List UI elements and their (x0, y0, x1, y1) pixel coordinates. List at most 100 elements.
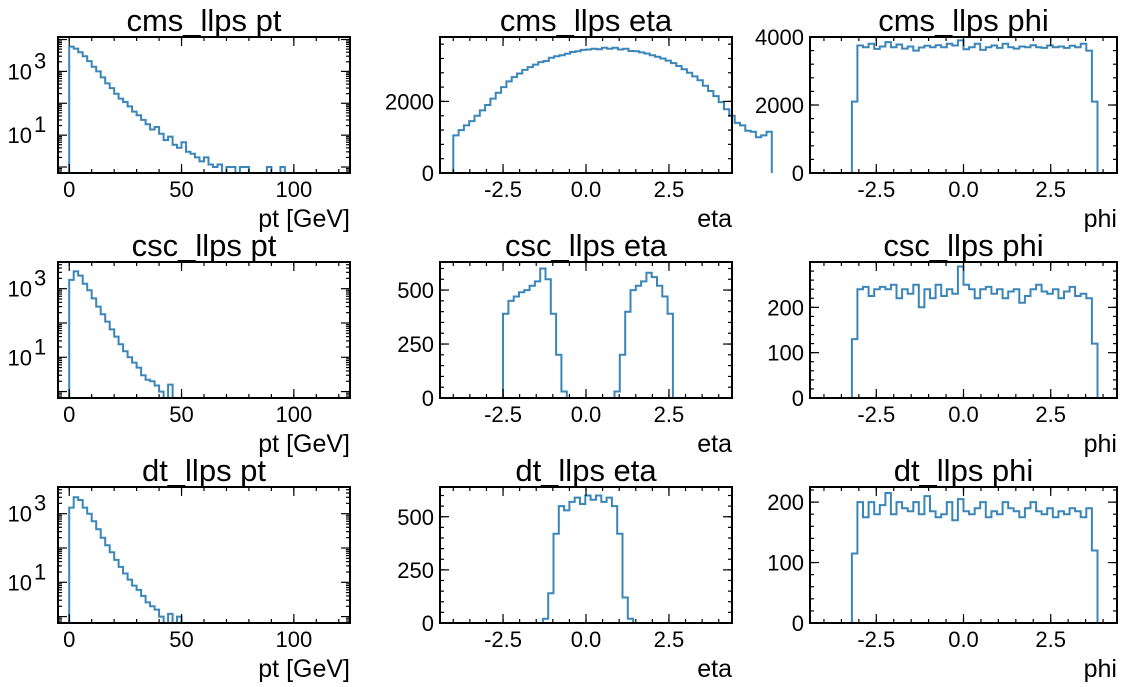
x-tick-label: 2.5 (1035, 177, 1066, 202)
plot-frame (439, 36, 733, 174)
y-tick-label: 0 (422, 161, 434, 186)
x-tick-label: 100 (275, 627, 312, 652)
x-tick-label: 0.0 (948, 402, 979, 427)
panel-title: dt_llps phi (894, 453, 1034, 488)
x-axis-label: pt [GeV] (258, 655, 350, 683)
y-tick-label: 10 (8, 345, 32, 370)
x-tick-label: -2.5 (857, 177, 895, 202)
panel-title: cms_llps phi (878, 3, 1049, 38)
x-tick-label: 0.0 (571, 177, 602, 202)
y-tick-label: 250 (397, 558, 434, 583)
panel-title: cms_llps eta (500, 3, 673, 38)
x-tick-label: 50 (169, 402, 193, 427)
plot-frame (439, 486, 733, 624)
x-tick-label: 0.0 (948, 627, 979, 652)
panel-title: csc_llps pt (132, 228, 277, 263)
histogram-series (850, 39, 1099, 173)
y-tick-label: 10 (8, 277, 32, 302)
panel-title: dt_llps pt (142, 453, 266, 488)
histogram-series (452, 46, 773, 173)
y-tick-label: 500 (397, 278, 434, 303)
x-tick-label: 100 (275, 177, 312, 202)
y-tick-label: 2000 (755, 93, 804, 118)
x-axis-label: phi (1084, 655, 1117, 683)
y-tick-label: 100 (767, 341, 804, 366)
x-tick-label: 2.5 (654, 402, 685, 427)
histogram-series (68, 45, 286, 174)
x-tick-label: 2.5 (1035, 627, 1066, 652)
panel-dt_llps-eta: dt_llps eta -2.5 0.0 2.5 0 250 500 eta (397, 453, 733, 683)
x-axis-label: eta (697, 655, 732, 683)
x-tick-label: -2.5 (484, 402, 522, 427)
x-tick-label: 0.0 (948, 177, 979, 202)
y-tick-exponent: 1 (34, 112, 46, 137)
y-tick-label: 0 (792, 611, 804, 636)
histogram-series (502, 267, 674, 399)
y-tick-exponent: 3 (34, 491, 46, 516)
y-tick-label: 0 (792, 386, 804, 411)
panel-title: csc_llps phi (883, 228, 1043, 263)
x-tick-label: 0.0 (571, 627, 602, 652)
x-tick-label: 2.5 (654, 627, 685, 652)
y-tick-label: 100 (767, 551, 804, 576)
y-tick-label: 4000 (755, 25, 804, 50)
x-tick-label: 100 (275, 402, 312, 427)
x-tick-label: -2.5 (484, 627, 522, 652)
x-axis-label: pt [GeV] (258, 205, 350, 233)
panel-cms_llps-eta: cms_llps eta -2.5 0.0 2.5 0 2000 eta (385, 3, 773, 233)
y-tick-exponent: 1 (34, 334, 46, 359)
panel-title: cms_llps pt (126, 3, 281, 38)
y-tick-label: 10 (8, 502, 32, 527)
panel-dt_llps-phi: dt_llps phi -2.5 0.0 2.5 0 100 200 phi (767, 453, 1118, 683)
y-tick-label: 200 (767, 490, 804, 515)
y-tick-label: 0 (422, 611, 434, 636)
x-tick-label: 0.0 (571, 402, 602, 427)
plot-frame (439, 261, 733, 399)
x-tick-label: 0 (63, 627, 75, 652)
y-tick-label: 10 (8, 59, 32, 84)
x-tick-label: 2.5 (654, 177, 685, 202)
y-tick-label: 200 (767, 295, 804, 320)
y-tick-exponent: 1 (34, 559, 46, 584)
x-tick-label: 2.5 (1035, 402, 1066, 427)
panel-title: csc_llps eta (505, 228, 668, 263)
y-tick-label: 10 (8, 570, 32, 595)
panel-csc_llps-eta: csc_llps eta -2.5 0.0 2.5 0 250 500 eta (397, 228, 733, 458)
x-axis-label: pt [GeV] (258, 430, 350, 458)
x-tick-label: 50 (169, 627, 193, 652)
histogram-series (850, 492, 1099, 623)
x-tick-label: -2.5 (857, 402, 895, 427)
x-axis-label: phi (1084, 430, 1117, 458)
x-tick-label: 50 (169, 177, 193, 202)
y-tick-exponent: 3 (34, 266, 46, 291)
x-tick-label: -2.5 (484, 177, 522, 202)
panel-csc_llps-phi: csc_llps phi -2.5 0.0 2.5 0 100 200 phi (767, 228, 1118, 458)
y-tick-label: 500 (397, 505, 434, 530)
plot-frame (809, 36, 1118, 174)
x-axis-label: eta (697, 430, 732, 458)
panel-cms_llps-phi: cms_llps phi -2.5 0.0 2.5 0 2000 4000 phi (755, 3, 1118, 233)
y-tick-label: 0 (422, 386, 434, 411)
y-tick-label: 0 (792, 161, 804, 186)
histogram-series (68, 496, 183, 624)
x-tick-label: -2.5 (857, 627, 895, 652)
plot-frame (57, 261, 351, 399)
plot-frame (57, 36, 351, 174)
histogram-series (850, 265, 1099, 398)
histogram-series (541, 494, 635, 623)
y-tick-label: 10 (8, 123, 32, 148)
histogram-series (68, 270, 177, 399)
x-tick-label: 0 (63, 177, 75, 202)
panel-title: dt_llps eta (515, 453, 657, 488)
y-tick-label: 250 (397, 332, 434, 357)
y-tick-exponent: 3 (34, 48, 46, 73)
x-tick-label: 0 (63, 402, 75, 427)
x-axis-label: eta (697, 205, 732, 233)
plot-frame (57, 486, 351, 624)
y-tick-label: 2000 (385, 89, 434, 114)
x-axis-label: phi (1084, 205, 1117, 233)
